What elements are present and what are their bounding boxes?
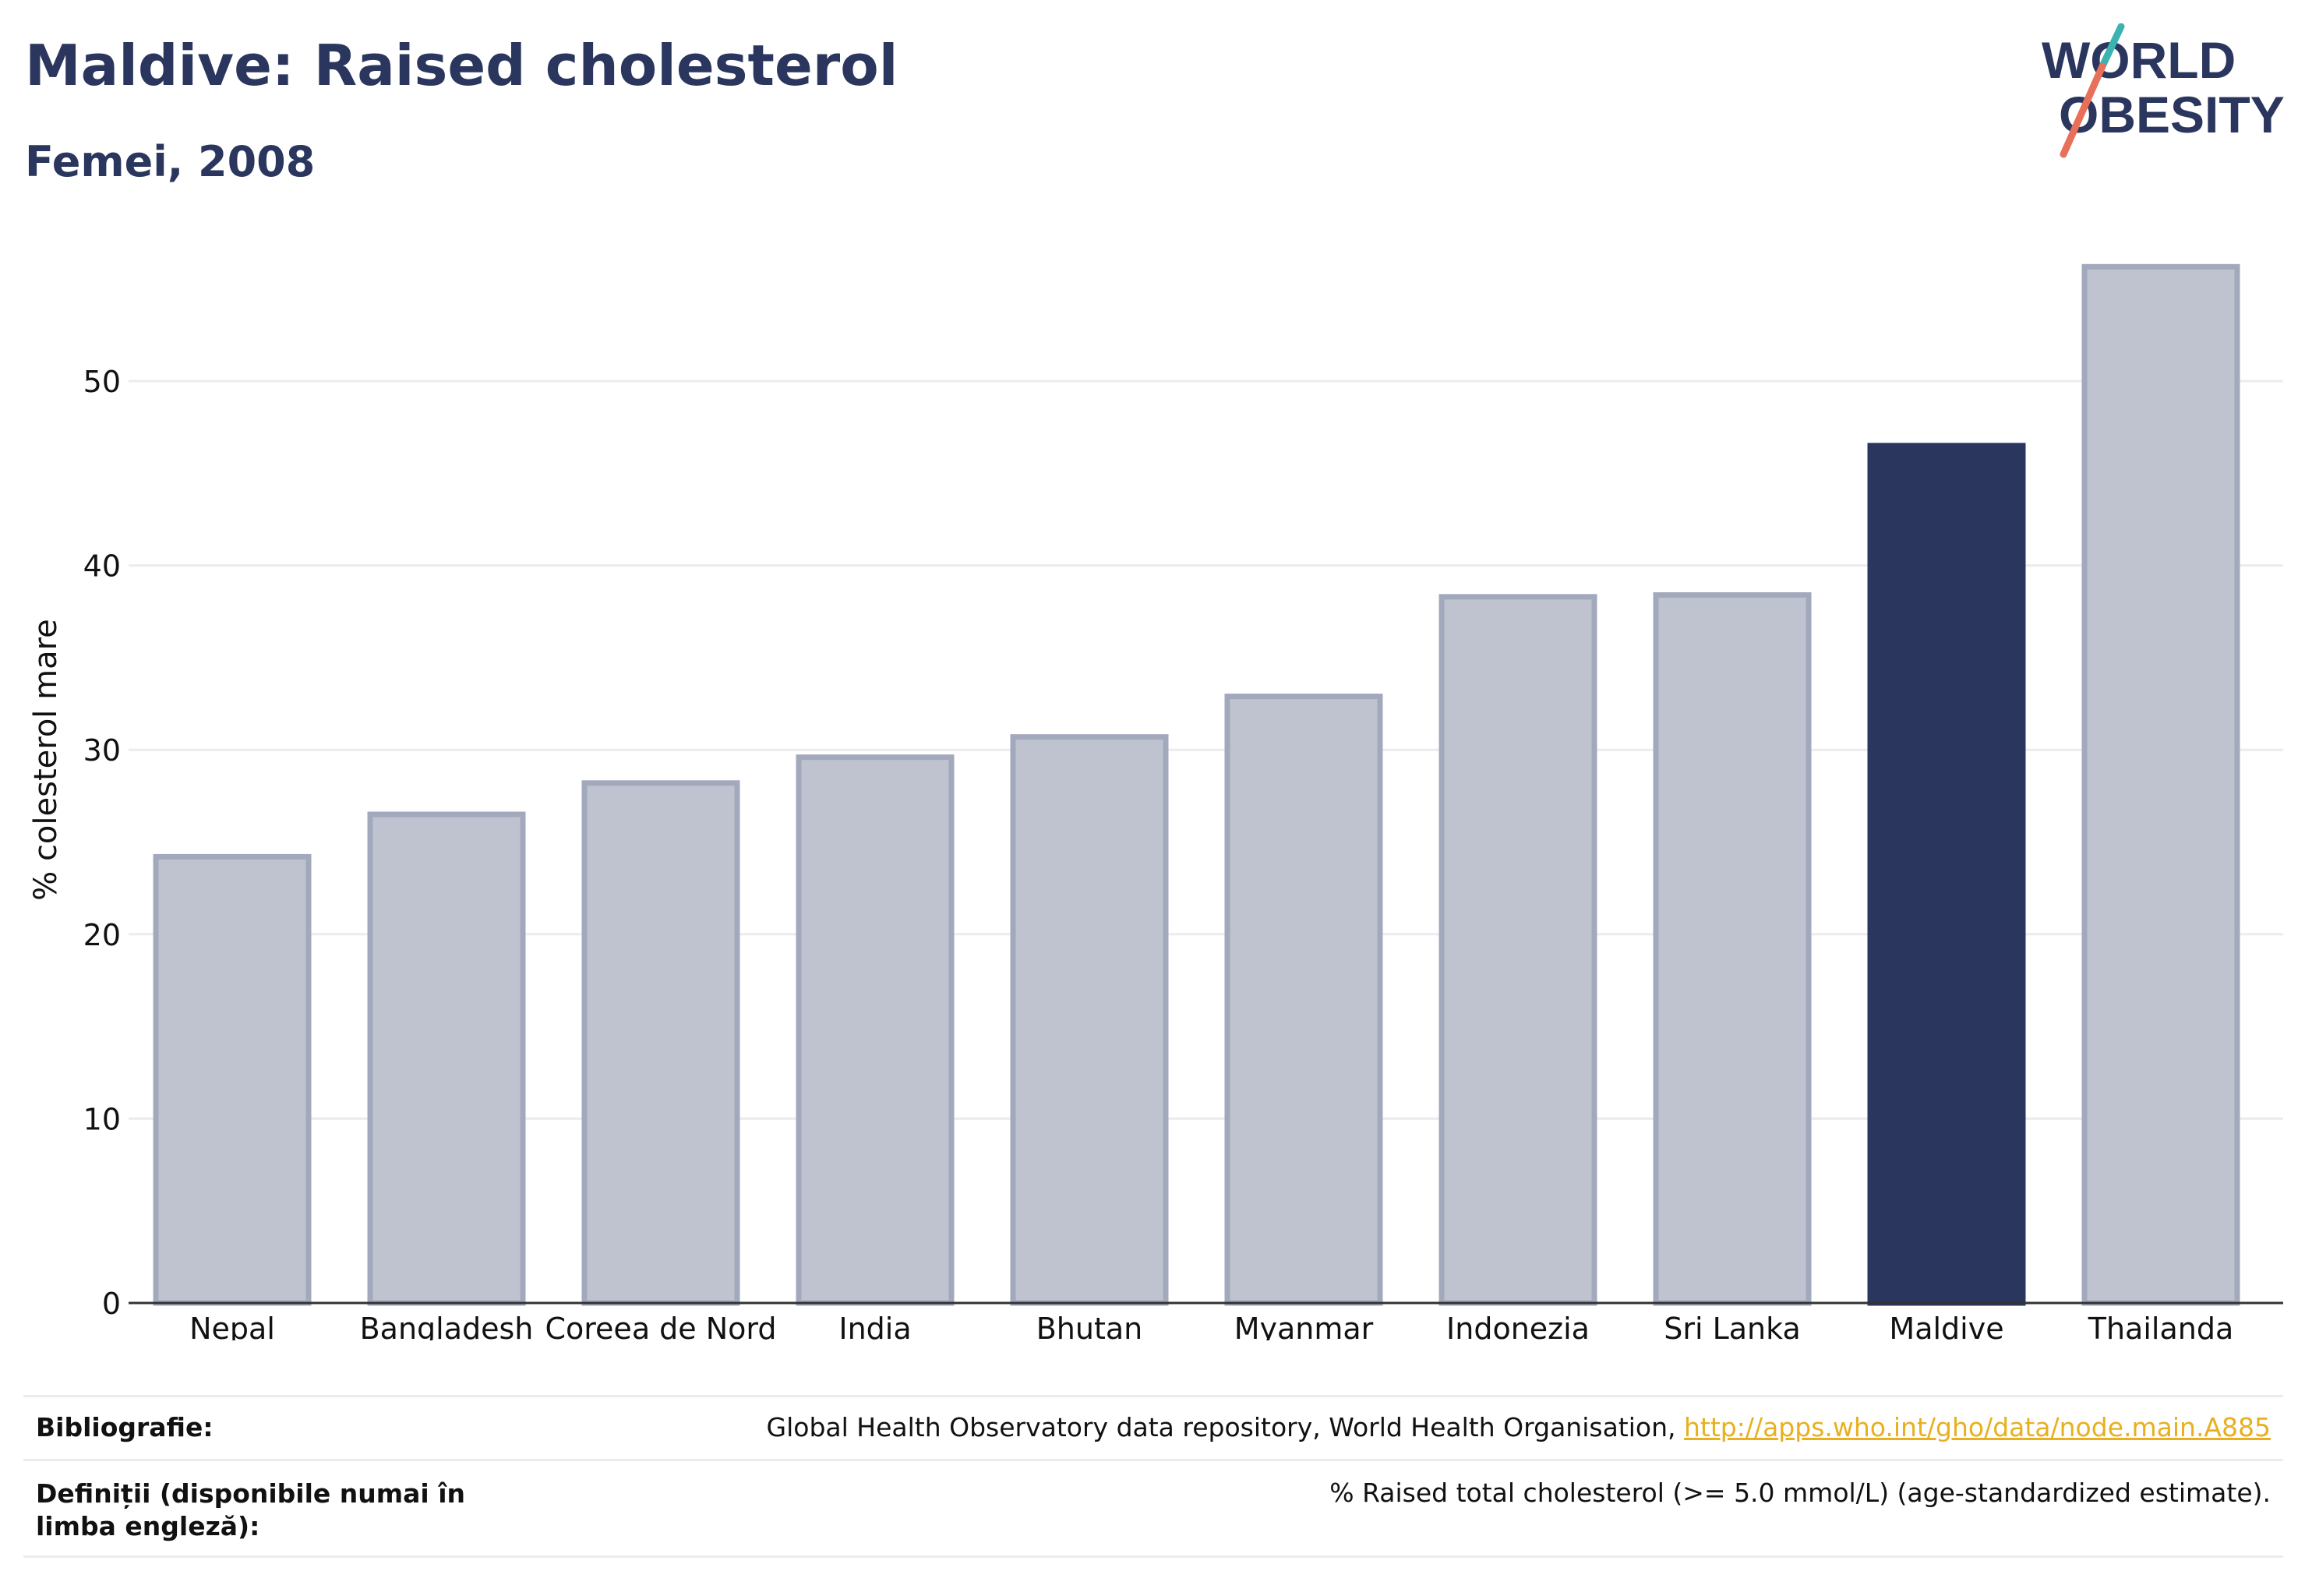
x-tick-label: Bangladesh — [360, 1312, 534, 1340]
y-tick-label: 50 — [83, 365, 121, 399]
bar — [367, 811, 526, 1306]
bar — [153, 853, 312, 1306]
footer-divider-middle — [23, 1459, 2283, 1461]
bibliography-source: Global Health Observatory data repositor… — [767, 1412, 2271, 1442]
y-tick-label: 10 — [83, 1102, 121, 1136]
bar-chart: 0 10 20 30 40 50 Nepal Bangladesh Coreea de Nord… — [28, 263, 2283, 1340]
footer-divider-top — [23, 1395, 2283, 1397]
bar — [796, 754, 955, 1306]
bar — [1010, 734, 1169, 1306]
bar — [581, 780, 740, 1306]
definitions-text: % Raised total cholesterol (>= 5.0 mmol/… — [1329, 1478, 2271, 1508]
x-tick-label: Thailanda — [2088, 1312, 2233, 1340]
x-tick-label: Myanmar — [1234, 1312, 1374, 1340]
y-axis-label: % colesterol mare — [28, 619, 64, 901]
chart-title: Maldive: Raised cholesterol — [25, 33, 898, 98]
y-tick-label: 30 — [83, 733, 121, 768]
axes: 0 10 20 30 40 50 Nepal Bangladesh Coreea de Nord… — [83, 365, 2283, 1340]
y-tick-label: 0 — [102, 1287, 121, 1321]
logo-slash-teal — [2099, 23, 2125, 70]
x-tick-label: India — [838, 1312, 911, 1340]
x-tick-label: Indonezia — [1446, 1312, 1590, 1340]
definitions-label: Definiții (disponibile numai în limba en… — [36, 1478, 466, 1541]
bar-highlight — [1867, 443, 2026, 1306]
bibliography-link[interactable]: http://apps.who.int/gho/data/node.main.A… — [1683, 1412, 2271, 1442]
bar — [2081, 263, 2240, 1306]
bar — [1438, 594, 1597, 1306]
x-tick-label: Maldive — [1889, 1312, 2003, 1340]
logo-slash-coral — [2060, 62, 2106, 158]
bibliography-text: Global Health Observatory data repositor… — [766, 1412, 1684, 1442]
footer-divider-bottom — [23, 1555, 2283, 1558]
bar — [1653, 591, 1812, 1306]
x-tick-label: Sri Lanka — [1664, 1312, 1801, 1340]
y-tick-label: 20 — [83, 918, 121, 952]
bars — [153, 263, 2240, 1306]
x-tick-label: Coreea de Nord — [545, 1312, 776, 1340]
bibliography-label: Bibliografie: — [36, 1412, 214, 1442]
x-tick-label: Bhutan — [1036, 1312, 1143, 1340]
world-obesity-logo: WORLD OBESITY — [2042, 23, 2285, 158]
logo-line-1: WORLD — [2042, 31, 2236, 89]
logo-line-2: OBESITY — [2059, 86, 2285, 143]
bar — [1224, 694, 1383, 1306]
x-tick-label: Nepal — [189, 1312, 275, 1340]
y-tick-label: 40 — [83, 549, 121, 584]
chart-subtitle: Femei, 2008 — [25, 137, 316, 186]
